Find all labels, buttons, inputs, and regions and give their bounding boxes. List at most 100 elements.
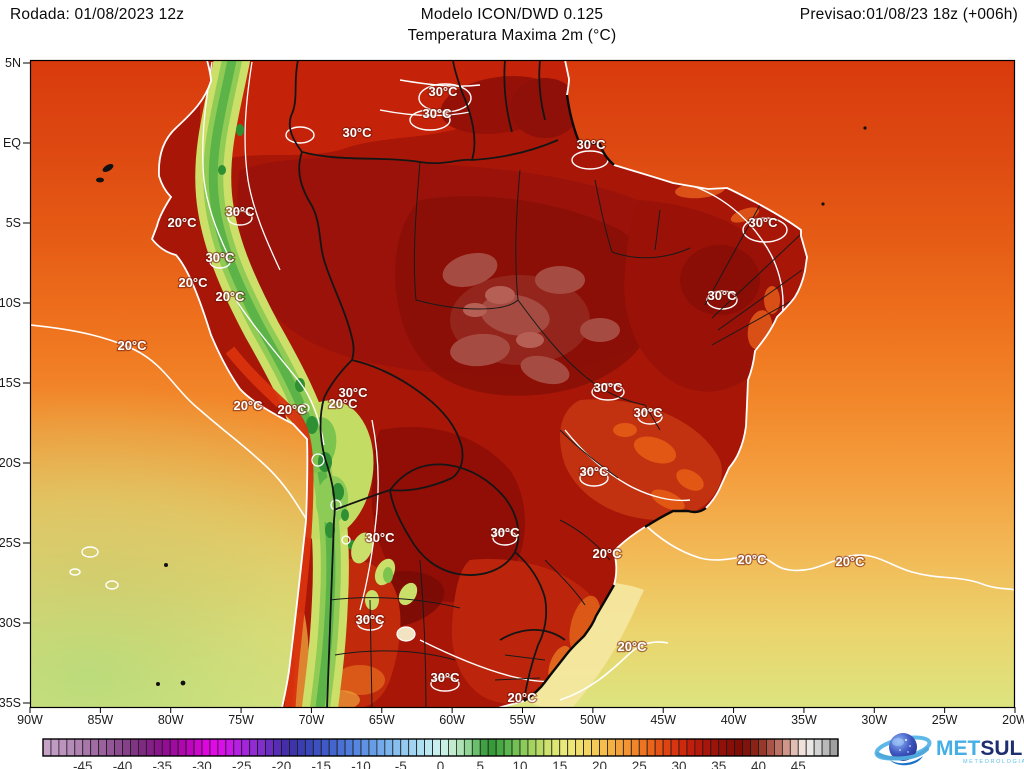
colorbar-cell — [821, 738, 831, 757]
colorbar-cell — [376, 738, 386, 757]
colorbar-cell — [368, 738, 378, 757]
coastline — [150, 61, 808, 707]
colorbar-cell — [161, 738, 171, 757]
lon-tick-label: 20W — [1002, 713, 1024, 727]
colorbar-cell — [360, 738, 370, 757]
colorbar-cell — [98, 738, 108, 757]
lon-tick-label: 85W — [88, 713, 114, 727]
colorbar-cell — [384, 738, 394, 757]
colorbar-cell — [750, 738, 759, 757]
colorbar-border — [42, 738, 839, 757]
map-canvas: 30°C30°C30°C30°C30°C20°C 30°C30°C20°C30°C… — [31, 61, 1014, 707]
lon-tick-label: 75W — [228, 713, 254, 727]
colorbar-cell — [591, 738, 600, 757]
contour-temperature-label: 30°C — [428, 84, 458, 99]
colorbar-cell — [42, 738, 52, 757]
lat-tick-label: 35S — [0, 696, 21, 710]
contour-temperature-label: 30°C — [633, 405, 663, 420]
lon-tick-label: 45W — [650, 713, 676, 727]
colorbar-cell — [527, 738, 537, 757]
colorbar-cell — [670, 738, 680, 757]
colorbar-cell — [241, 738, 251, 757]
colorbar-cell — [352, 738, 362, 757]
colorbar-cell — [503, 738, 513, 757]
colorbar-tick-label: 45 — [791, 759, 806, 769]
colorbar-cell — [408, 738, 418, 757]
lon-tick-label: 35W — [791, 713, 817, 727]
colorbar-cell — [312, 738, 322, 757]
colorbar-cell — [455, 738, 465, 757]
lon-tick-label: 55W — [510, 713, 536, 727]
contour-temperature-label: 20°C — [835, 554, 865, 569]
colorbar-cell — [734, 738, 744, 757]
colorbar-cell — [702, 738, 712, 757]
colorbar-cell — [654, 738, 664, 757]
logo-met: MET — [936, 737, 981, 760]
colorbar-cell — [50, 738, 60, 757]
lat-tick-label: EQ — [3, 136, 21, 150]
colorbar-cell — [416, 738, 425, 757]
colorbar-cell — [758, 738, 767, 757]
colorbar-cell — [344, 738, 354, 757]
colorbar-cell — [543, 738, 553, 757]
lon-tick-label: 80W — [158, 713, 184, 727]
contour-temperature-label: 30°C — [342, 125, 372, 140]
colorbar-cell — [622, 738, 632, 757]
colorbar-cell — [424, 738, 433, 757]
colorbar-tick-label: -5 — [395, 759, 407, 769]
logo-tagline: METEOROLOGIA — [963, 759, 1024, 765]
colorbar-cell — [58, 738, 68, 757]
contour-temperature-label: 30°C — [225, 204, 255, 219]
metsul-logo: METSUL METEOROLOGIA — [874, 733, 1024, 766]
colorbar-cell — [678, 738, 688, 757]
lat-tick-label: 5N — [5, 56, 21, 70]
colorbar-tick-label: -20 — [272, 759, 292, 769]
colorbar-cell — [130, 738, 139, 757]
colorbar-cell — [686, 738, 696, 757]
colorbar-cell — [766, 738, 775, 757]
colorbar-cell — [789, 738, 799, 757]
run-label: Rodada: 01/08/2023 12z — [10, 6, 185, 23]
colorbar-cell — [495, 738, 505, 757]
lon-tick-label: 60W — [439, 713, 465, 727]
contour-temperature-label: 30°C — [579, 464, 609, 479]
cold-spot — [396, 626, 416, 642]
colorbar-cell — [575, 738, 585, 757]
colorbar-cell — [82, 738, 92, 757]
lon-tick-label: 65W — [369, 713, 395, 727]
colorbar-cell — [781, 738, 791, 757]
colorbar-cell — [233, 738, 243, 757]
colorbar-cell — [646, 738, 656, 757]
colorbar-cell — [320, 738, 330, 757]
lon-tick-label: 50W — [580, 713, 606, 727]
colorbar-cell — [567, 738, 577, 757]
lat-tick-label: 10S — [0, 296, 21, 310]
colorbar-cell — [487, 738, 497, 757]
colorbar-cell — [145, 738, 155, 757]
colorbar-tick-label: 25 — [632, 759, 647, 769]
colorbar-tick-label: 0 — [437, 759, 445, 769]
land-temperature-shading — [195, 61, 803, 707]
model-label: Modelo ICON/DWD 0.125 — [420, 6, 604, 23]
colorbar-cell — [599, 738, 608, 757]
country-borders — [288, 61, 566, 707]
contour-temperature-label: 20°C — [117, 338, 147, 353]
colorbar-tick-label: 30 — [671, 759, 686, 769]
colorbar-cell — [209, 738, 219, 757]
colorbar-cell — [440, 738, 449, 757]
colorbar-cell — [249, 738, 259, 757]
wave-icon — [890, 756, 923, 766]
logo-text: METSUL — [936, 737, 1023, 760]
colorbar-cell — [193, 738, 203, 757]
colorbar-cell — [535, 738, 545, 757]
colorbar-cell — [774, 738, 783, 757]
lat-tick-label: 20S — [0, 456, 21, 470]
longitude-axis: 90W 85W 80W 75W 70W 65W 60W 55W 50W 45W 40W 35W 30W 2… — [17, 707, 1024, 727]
colorbar-tick-label: 10 — [512, 759, 527, 769]
lat-tick-label: 30S — [0, 616, 21, 630]
lon-tick-label: 40W — [721, 713, 747, 727]
colorbar-cell — [177, 738, 187, 757]
state-borders — [329, 161, 803, 707]
colorbar-tick-label: 5 — [476, 759, 484, 769]
